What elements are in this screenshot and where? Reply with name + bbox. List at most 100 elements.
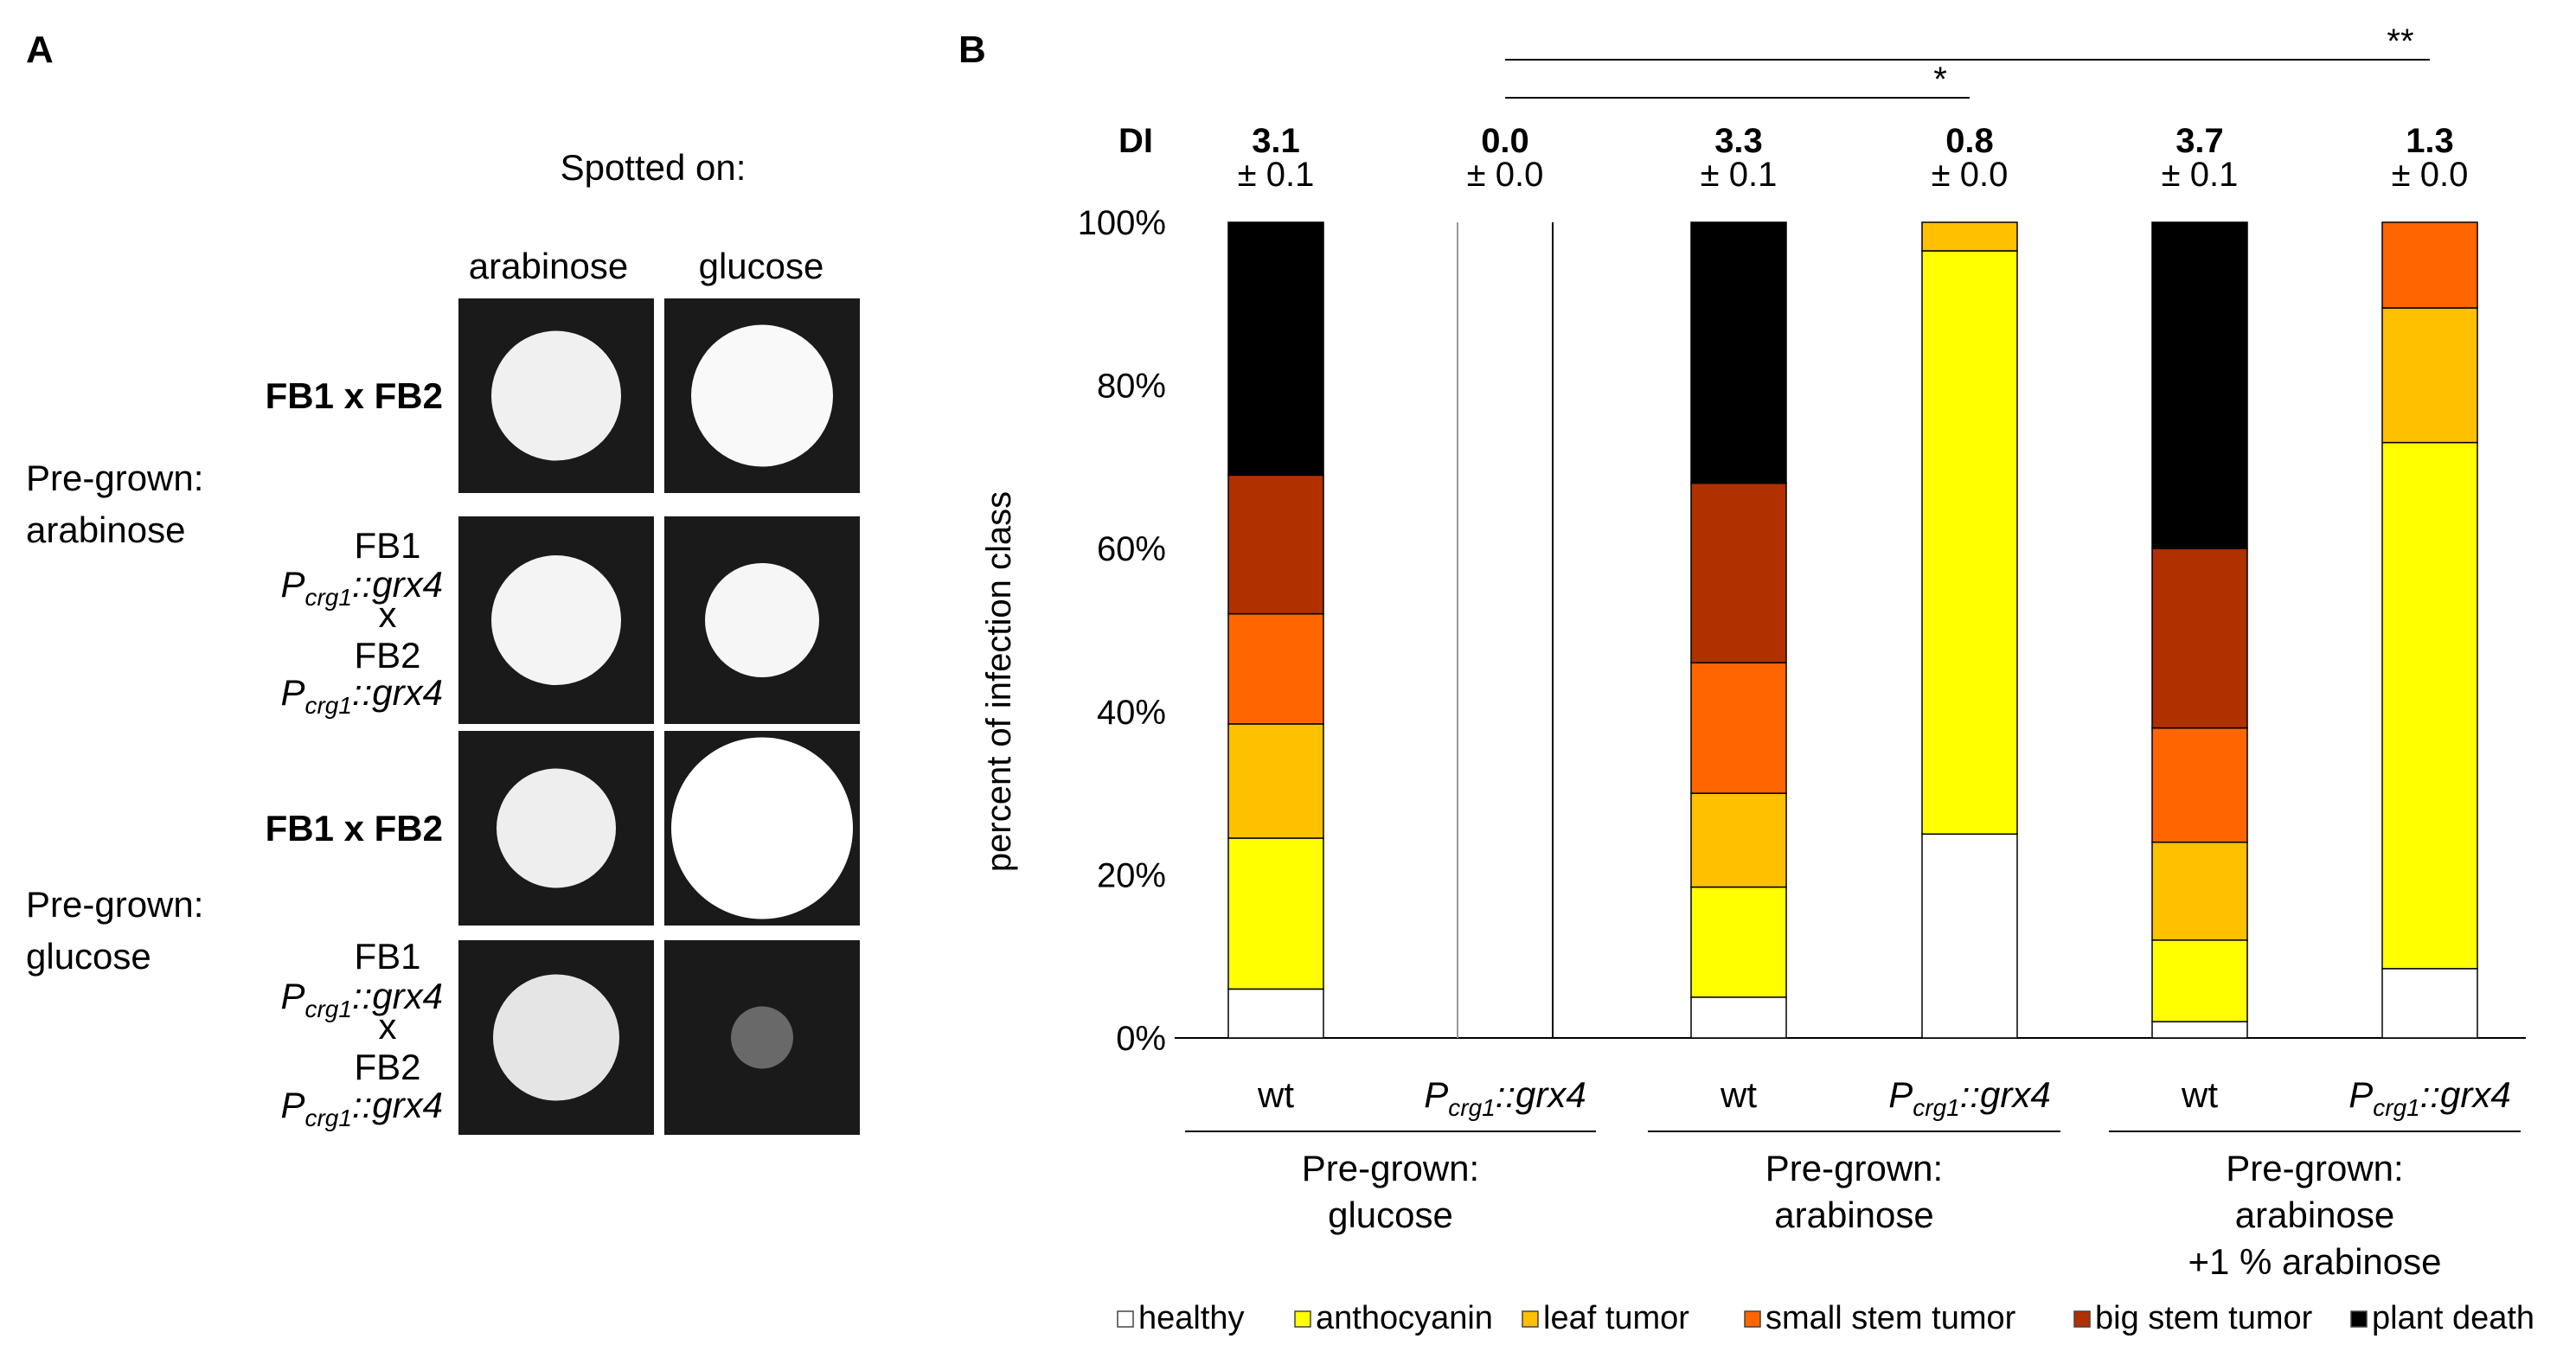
plate-image — [458, 940, 654, 1135]
legend-item: small stem tumor — [1744, 1300, 2016, 1336]
bar-stack — [1457, 222, 1554, 1038]
plate-images — [458, 298, 860, 1135]
y-tick-label: 0% — [1116, 1020, 1166, 1058]
row-label-fb1: FB1 — [354, 525, 420, 566]
colony-spot — [491, 555, 621, 685]
colony-spot — [691, 324, 833, 467]
legend-item: leaf tumor — [1522, 1300, 1689, 1336]
row-label-fb1: FB1 — [354, 936, 420, 977]
y-tick-label: 100% — [1078, 204, 1166, 242]
row-label-x: x — [379, 1006, 397, 1047]
bar-segment — [2381, 307, 2478, 444]
bar-segment — [2151, 939, 2248, 1022]
group-label-line: arabinose — [26, 509, 185, 550]
di-error: ± 0.1 — [1701, 156, 1778, 194]
y-axis-label: percent of infection class — [980, 491, 1018, 872]
group-label: Pre-grown: — [1765, 1148, 1943, 1188]
column-label-arabinose: arabinose — [469, 246, 628, 286]
group-label: arabinose — [2235, 1195, 2394, 1235]
x-tick-label-part: crg1 — [2373, 1094, 2419, 1121]
bar-segment — [1921, 250, 2018, 835]
bar-stack — [1227, 221, 1324, 1039]
di-error: ± 0.0 — [2392, 156, 2469, 194]
legend: healthy anthocyanin leaf tumor small stem t… — [1117, 1300, 2534, 1336]
plate-image — [664, 940, 860, 1135]
di-error: ± 0.0 — [1467, 156, 1544, 194]
bar-segment — [1690, 221, 1787, 484]
bar-stack — [2151, 221, 2248, 1039]
colony-spot — [497, 768, 616, 888]
bar-segment — [1921, 833, 2018, 1039]
colony-spot — [493, 974, 619, 1101]
legend-label: anthocyanin — [1316, 1300, 1493, 1336]
plate-image — [458, 731, 654, 926]
significance-label: * — [1933, 61, 1947, 99]
legend-label: healthy — [1138, 1300, 1245, 1336]
di-value: 0.8 — [1945, 122, 1994, 160]
panel-b: B DI percent of infection class 0% 20% 40%… — [958, 22, 2534, 1336]
row-label-fb2: FB2 — [354, 1047, 420, 1087]
bar-segment — [2151, 221, 2248, 549]
x-tick-label-part: ::grx4 — [1496, 1074, 1586, 1115]
colony-spot — [705, 563, 819, 677]
column-label-glucose: glucose — [699, 246, 824, 286]
legend-swatch — [1522, 1310, 1539, 1328]
strain-rows: FB1 x FB2 FB1 Pcrg1::grx4 x FB2 Pcrg1::g… — [266, 375, 443, 1131]
row-label-x: x — [379, 594, 397, 635]
legend-label: big stem tumor — [2095, 1300, 2313, 1336]
di-error: ± 0.0 — [1932, 156, 2009, 194]
row-label-wt-cross: FB1 x FB2 — [266, 808, 443, 849]
bar-segment — [1227, 988, 1324, 1039]
bar-segment — [1227, 723, 1324, 839]
legend-item: plant death — [2350, 1300, 2534, 1336]
bar-segment — [1921, 221, 2018, 252]
x-tick-label-part: P — [1424, 1074, 1448, 1115]
legend-item: healthy — [1117, 1300, 1245, 1336]
row-label-wt-cross: FB1 x FB2 — [266, 375, 443, 416]
bar-segment — [1690, 996, 1787, 1039]
row-label-pcrg1-grx4: Pcrg1::grx4 — [280, 672, 443, 719]
bar-segment — [1227, 837, 1324, 990]
di-value: 0.0 — [1481, 122, 1529, 160]
legend-label: plant death — [2372, 1300, 2534, 1336]
plate-image — [664, 516, 860, 724]
bar-segment — [2381, 968, 2478, 1039]
y-tick-label: 40% — [1097, 694, 1166, 732]
bar-stack — [1921, 221, 2018, 1039]
legend-swatch — [1744, 1310, 1761, 1328]
legend-swatch — [1117, 1310, 1134, 1328]
group-label-line: Pre-grown: — [26, 884, 203, 925]
y-tick-label: 20% — [1097, 856, 1166, 894]
di-value: 3.7 — [2176, 122, 2224, 160]
x-tick-label: Pcrg1::grx4 — [1424, 1074, 1586, 1121]
colony-spot — [731, 1006, 793, 1069]
panel-a: A Spotted on: arabinose glucose Pre-grow… — [26, 29, 860, 1135]
panel-a-letter: A — [26, 29, 54, 71]
di-value: 3.3 — [1714, 122, 1763, 160]
bar-segment — [1227, 612, 1324, 725]
row-label-fb2: FB2 — [354, 635, 420, 676]
spotted-on-label: Spotted on: — [561, 147, 747, 188]
x-tick-label: wt — [1257, 1074, 1294, 1115]
plate-image — [458, 298, 654, 493]
plate-image — [664, 731, 860, 926]
bar-segment — [1690, 483, 1787, 663]
x-tick-label-part: P — [1888, 1074, 1913, 1115]
bar-segment — [1690, 886, 1787, 998]
bar-segment — [2151, 841, 2248, 941]
x-tick-label-part: crg1 — [1913, 1094, 1959, 1121]
bar-segment — [2151, 727, 2248, 843]
di-label: DI — [1118, 122, 1153, 160]
group-label-line: glucose — [26, 936, 151, 977]
group-label: glucose — [1328, 1195, 1453, 1235]
bar-segment — [1690, 792, 1787, 888]
bar-segment — [2381, 441, 2478, 970]
di-value: 1.3 — [2406, 122, 2454, 160]
x-tick-label: Pcrg1::grx4 — [1888, 1074, 2051, 1121]
group-label: arabinose — [1774, 1195, 1933, 1235]
bar-segment — [1227, 221, 1324, 477]
bar-segment — [1227, 474, 1324, 615]
bar-stack — [1690, 221, 1787, 1039]
colony-spot — [491, 330, 621, 461]
